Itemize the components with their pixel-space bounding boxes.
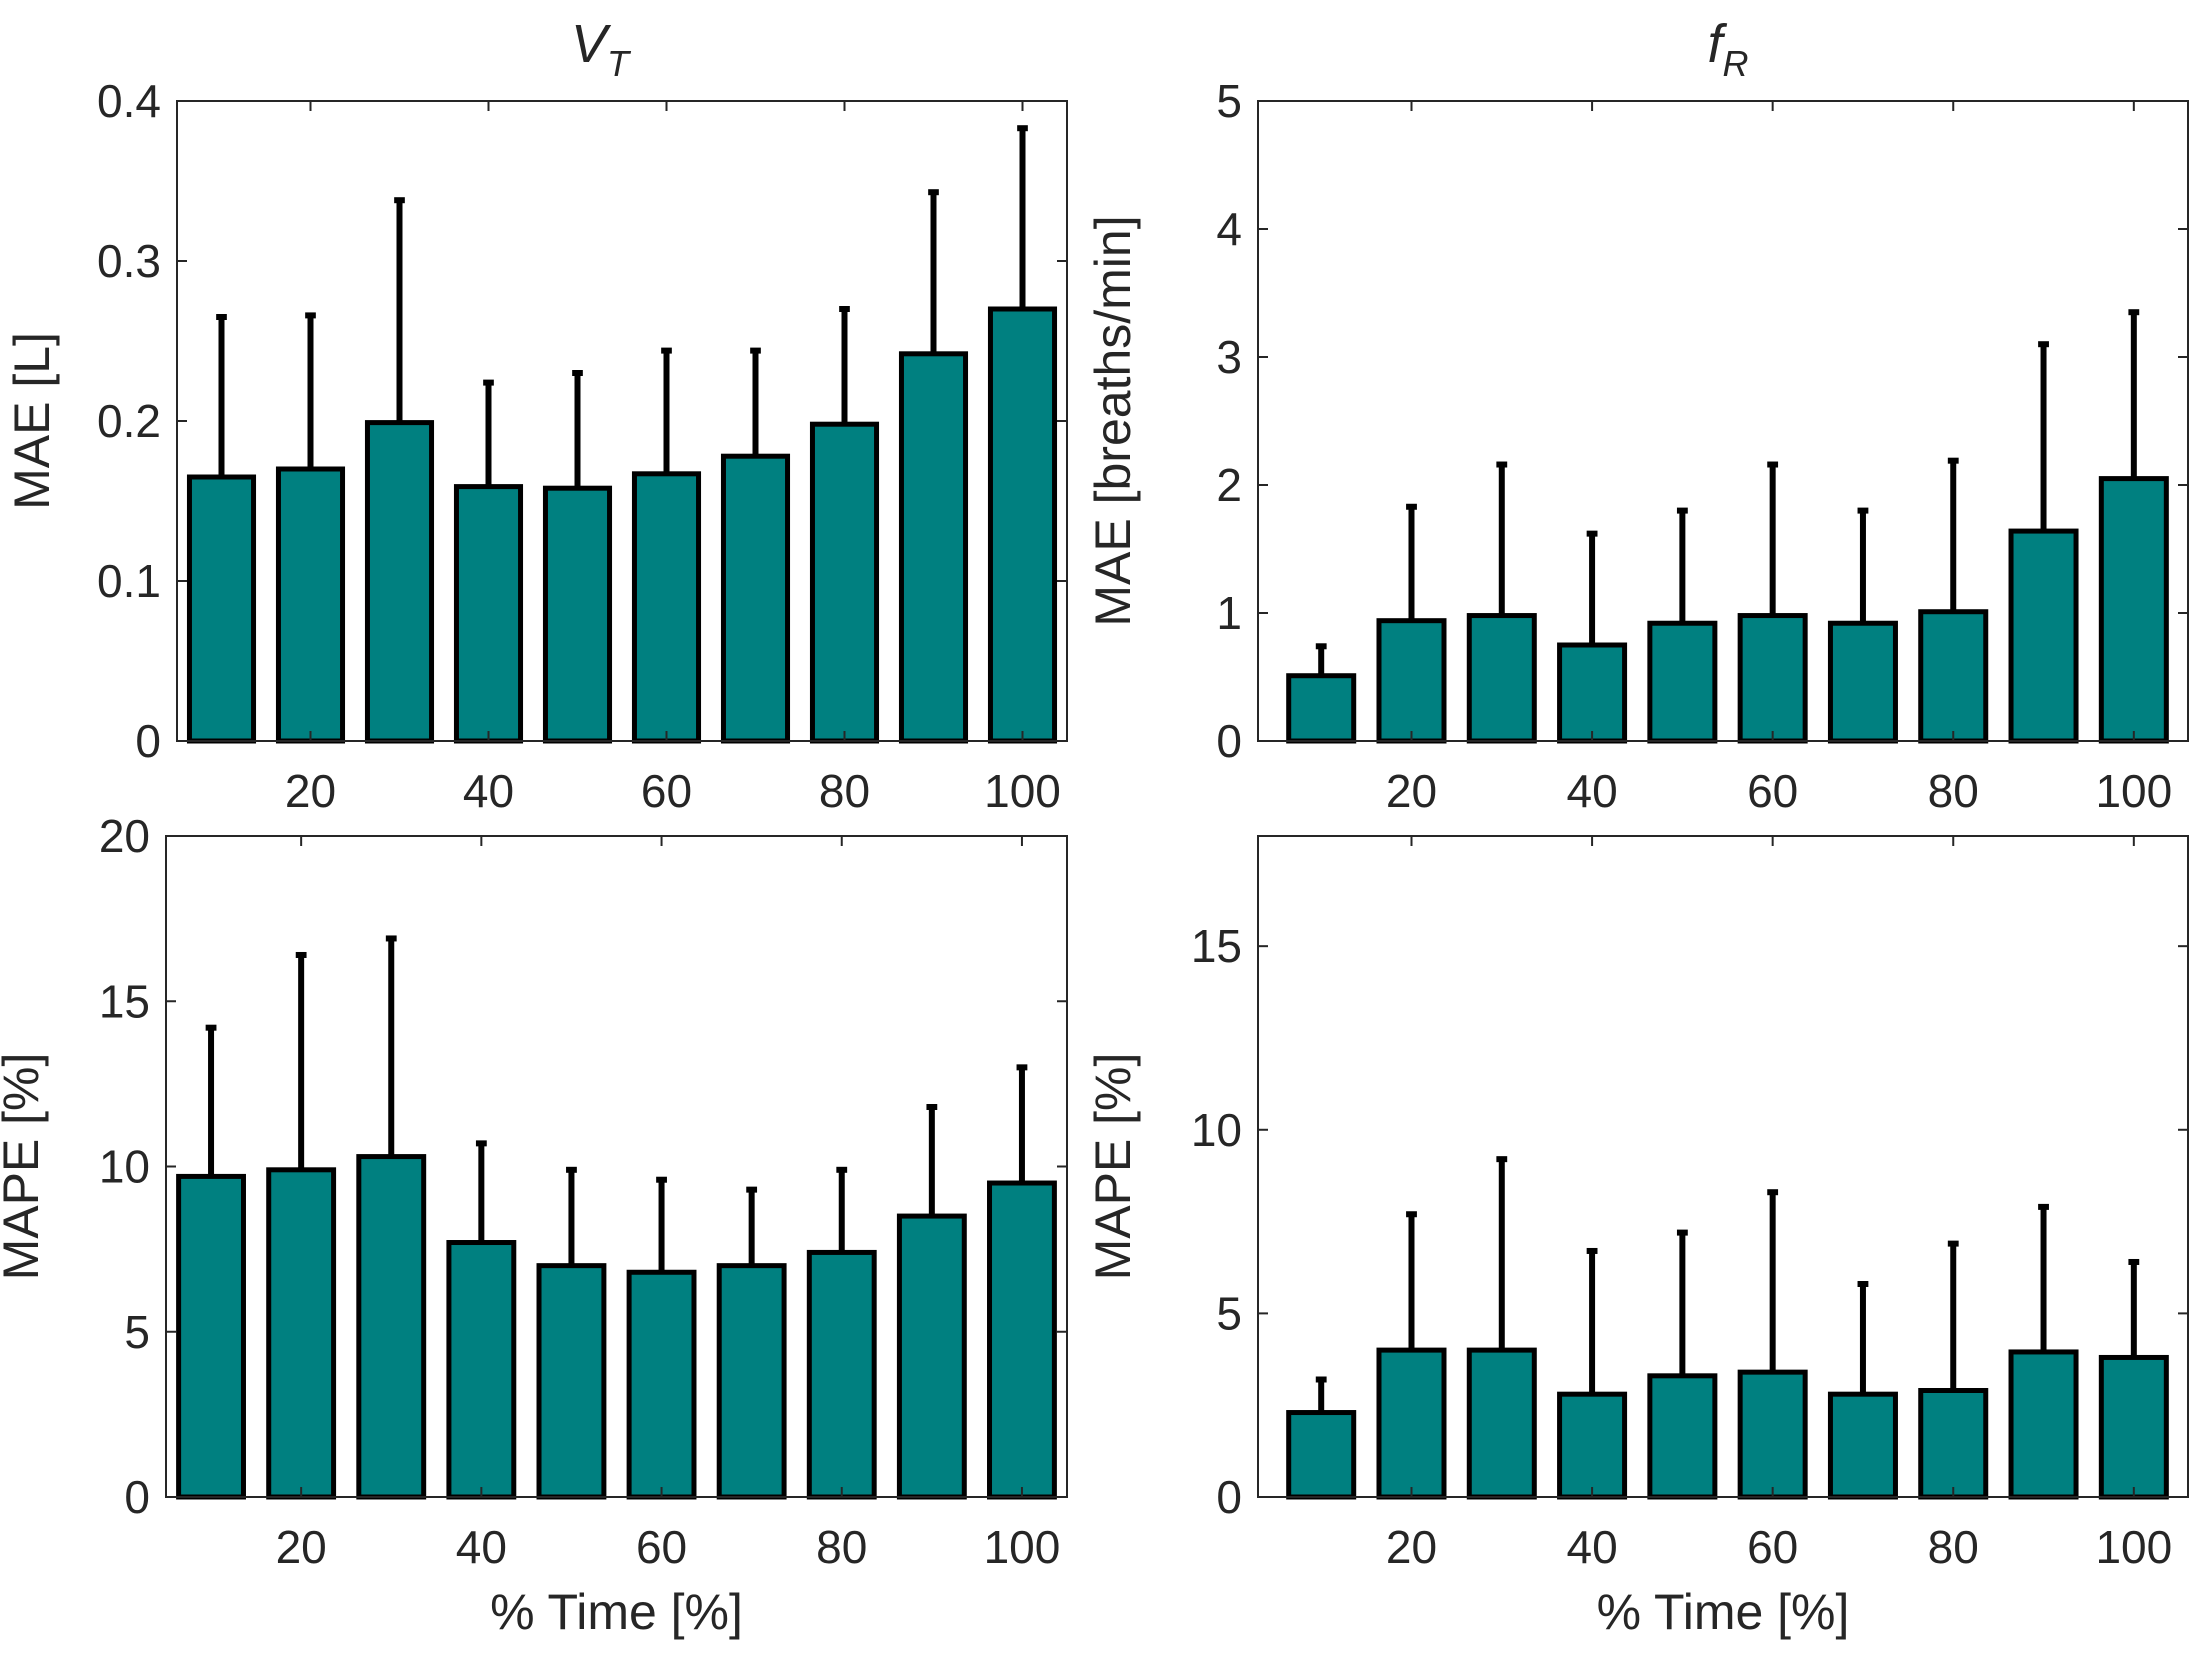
x-tick-label: 20 xyxy=(285,765,336,817)
x-tick-label: 40 xyxy=(456,1521,507,1573)
bar xyxy=(275,466,346,744)
column-title-vt: VT xyxy=(571,14,632,84)
y-tick-label: 3 xyxy=(1216,331,1242,383)
x-axis-label: % Time [%] xyxy=(1597,1584,1850,1640)
x-tick-label: 60 xyxy=(641,765,692,817)
y-tick-label: 1 xyxy=(1216,587,1242,639)
y-tick-label: 0 xyxy=(1216,1471,1242,1523)
panel-top-right: 0 1 2 3 4 5 20 40 60 80 100 MAE [breaths/min] xyxy=(1085,75,2189,817)
y-tick-label: 0 xyxy=(135,715,161,767)
y-tick-label: 0.4 xyxy=(97,75,161,127)
bar xyxy=(626,1269,697,1500)
bar xyxy=(1466,1347,1537,1500)
bar xyxy=(2008,528,2079,744)
x-tick-label: 20 xyxy=(1386,1521,1437,1573)
bar xyxy=(536,1263,607,1500)
x-axis-label: % Time [%] xyxy=(490,1584,743,1640)
bar xyxy=(896,1213,967,1500)
panel-bottom-left: 0 5 10 15 20 20 40 60 80 100 MAPE [%] % Time [%] xyxy=(0,810,1068,1640)
y-axis-label: MAPE [%] xyxy=(1085,1053,1141,1281)
bar xyxy=(2098,476,2169,744)
bar xyxy=(716,1263,787,1500)
y-tick-label: 0 xyxy=(1216,715,1242,767)
bar xyxy=(1557,1391,1628,1500)
bar xyxy=(364,420,435,744)
y-tick-label: 15 xyxy=(1191,920,1242,972)
x-tick-label: 80 xyxy=(1928,1521,1979,1573)
bar xyxy=(806,1249,877,1500)
x-tick-label: 100 xyxy=(984,765,1061,817)
bar xyxy=(1376,618,1447,744)
bar xyxy=(453,484,524,744)
bar xyxy=(1827,620,1898,744)
panel-top-left: 0 0.1 0.2 0.3 0.4 20 40 60 80 100 MAE [L] xyxy=(4,75,1068,817)
bar xyxy=(1737,1369,1808,1500)
x-tick-label: 40 xyxy=(463,765,514,817)
y-tick-label: 0.1 xyxy=(97,555,161,607)
bar xyxy=(542,485,613,744)
x-tick-label: 80 xyxy=(819,765,870,817)
y-tick-label: 4 xyxy=(1216,203,1242,255)
x-tick-label: 20 xyxy=(276,1521,327,1573)
y-axis-label: MAE [L] xyxy=(4,332,60,510)
bar xyxy=(1376,1347,1447,1500)
y-tick-label: 0 xyxy=(124,1471,150,1523)
column-title-fr: fR xyxy=(1707,14,1748,84)
bar xyxy=(631,471,702,744)
bar xyxy=(266,1167,337,1500)
bar xyxy=(1918,609,1989,744)
y-tick-label: 15 xyxy=(99,975,150,1027)
axes-box xyxy=(1257,835,2189,1498)
bar xyxy=(446,1240,517,1500)
y-tick-label: 0.3 xyxy=(97,235,161,287)
y-tick-label: 5 xyxy=(1216,75,1242,127)
bar xyxy=(2098,1354,2169,1500)
bar xyxy=(1647,1373,1718,1500)
x-tick-label: 100 xyxy=(2095,765,2172,817)
bar xyxy=(987,1180,1057,1500)
y-tick-label: 10 xyxy=(1191,1104,1242,1156)
y-tick-label: 20 xyxy=(99,810,150,862)
x-tick-label: 80 xyxy=(1928,765,1979,817)
x-tick-label: 40 xyxy=(1566,1521,1617,1573)
bar xyxy=(176,1173,246,1500)
bar xyxy=(898,351,969,744)
bar xyxy=(1918,1388,1989,1500)
x-tick-label: 80 xyxy=(816,1521,867,1573)
y-tick-label: 0.2 xyxy=(97,395,161,447)
bar xyxy=(1647,620,1718,744)
bar xyxy=(809,421,880,744)
x-tick-label: 40 xyxy=(1566,765,1617,817)
y-tick-label: 5 xyxy=(1216,1287,1242,1339)
bar xyxy=(987,306,1058,744)
y-tick-label: 5 xyxy=(124,1306,150,1358)
y-tick-label: 10 xyxy=(99,1141,150,1193)
y-tick-label: 2 xyxy=(1216,459,1242,511)
panel-bottom-right: 0 5 10 15 20 40 60 80 100 MAPE [%] % Time [%] xyxy=(1085,835,2189,1640)
bar xyxy=(720,453,791,744)
bar xyxy=(2008,1349,2079,1500)
x-tick-label: 60 xyxy=(636,1521,687,1573)
bar xyxy=(1827,1391,1898,1500)
x-tick-label: 100 xyxy=(2095,1521,2172,1573)
x-tick-label: 20 xyxy=(1386,765,1437,817)
bar xyxy=(1286,673,1357,744)
bar xyxy=(356,1154,427,1500)
y-axis-label: MAE [breaths/min] xyxy=(1085,215,1141,626)
x-tick-label: 60 xyxy=(1747,765,1798,817)
y-axis-label: MAPE [%] xyxy=(0,1053,49,1281)
bar xyxy=(186,474,257,744)
bar xyxy=(1557,642,1628,744)
bar xyxy=(1286,1410,1357,1500)
axes-box xyxy=(1257,100,2189,742)
x-tick-label: 60 xyxy=(1747,1521,1798,1573)
bar xyxy=(1466,613,1537,744)
x-tick-label: 100 xyxy=(984,1521,1061,1573)
bar xyxy=(1737,613,1808,744)
